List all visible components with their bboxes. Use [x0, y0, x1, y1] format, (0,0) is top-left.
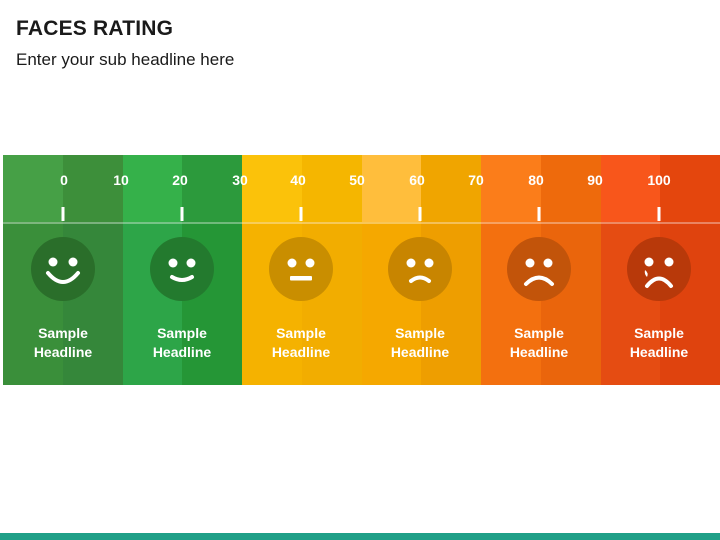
headline-line: Sample [395, 325, 445, 341]
headline-line: Sample [276, 325, 326, 341]
tick-label-10: 10 [113, 172, 129, 188]
column-5 [242, 155, 302, 385]
tick-label-80: 80 [528, 172, 544, 188]
slide-subtitle: Enter your sub headline here [16, 50, 235, 69]
tick-label-20: 20 [172, 172, 188, 188]
slightly-sad-face-icon [388, 237, 452, 301]
headline-5: Sample Headline [484, 324, 594, 362]
tick-label-50: 50 [349, 172, 365, 188]
column-9 [481, 155, 541, 385]
tick-label-100: 100 [647, 172, 671, 188]
scale-divider [3, 222, 720, 224]
headline-line: Sample [514, 325, 564, 341]
headline-1: Sample Headline [8, 324, 118, 362]
footer-bar [0, 533, 720, 540]
column-11 [600, 155, 661, 385]
happy-face-icon [150, 237, 214, 301]
tick-mark [61, 207, 65, 221]
column-3 [122, 155, 183, 385]
slide-title: FACES RATING [16, 17, 174, 40]
tick-label-30: 30 [232, 172, 248, 188]
headline-line: Sample [157, 325, 207, 341]
headline-line: Headline [629, 344, 689, 360]
headline-6: Sample Headline [604, 324, 714, 362]
tick-mark [657, 207, 661, 221]
headline-line: Headline [271, 344, 331, 360]
tick-label-40: 40 [290, 172, 306, 188]
headline-line: Sample [634, 325, 684, 341]
tick-mark [299, 207, 303, 221]
tick-label-90: 90 [587, 172, 603, 188]
headline-line: Headline [509, 344, 569, 360]
tick-mark [537, 207, 541, 221]
headline-4: Sample Headline [365, 324, 475, 362]
tick-mark [418, 207, 422, 221]
headline-line: Headline [390, 344, 450, 360]
headline-3: Sample Headline [246, 324, 356, 362]
crying-face-icon [627, 237, 691, 301]
tick-label-70: 70 [468, 172, 484, 188]
headline-line: Headline [152, 344, 212, 360]
headline-2: Sample Headline [127, 324, 237, 362]
headline-line: Sample [38, 325, 88, 341]
neutral-face-icon [269, 237, 333, 301]
tick-label-0: 0 [60, 172, 68, 188]
headline-line: Headline [33, 344, 93, 360]
sad-face-icon [507, 237, 571, 301]
tick-mark [180, 207, 184, 221]
tick-label-60: 60 [409, 172, 425, 188]
very-happy-face-icon [31, 237, 95, 301]
